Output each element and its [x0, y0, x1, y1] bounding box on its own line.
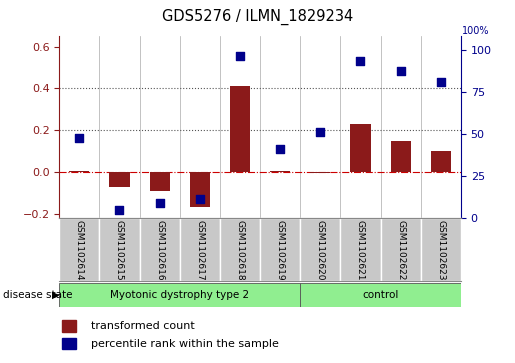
Point — [356, 58, 365, 64]
Text: GSM1102614: GSM1102614 — [75, 220, 84, 281]
Text: Myotonic dystrophy type 2: Myotonic dystrophy type 2 — [110, 290, 249, 300]
Text: GSM1102617: GSM1102617 — [195, 220, 204, 281]
Point — [115, 207, 124, 213]
FancyBboxPatch shape — [140, 218, 180, 281]
Text: percentile rank within the sample: percentile rank within the sample — [91, 339, 279, 348]
FancyBboxPatch shape — [421, 218, 461, 281]
FancyBboxPatch shape — [220, 218, 260, 281]
FancyBboxPatch shape — [59, 218, 99, 281]
Text: disease state: disease state — [3, 290, 72, 300]
FancyBboxPatch shape — [180, 218, 220, 281]
Point — [276, 146, 284, 152]
Bar — [431, 151, 451, 172]
Text: GSM1102616: GSM1102616 — [155, 220, 164, 281]
Point — [156, 200, 164, 205]
Bar — [270, 171, 290, 172]
Point — [236, 54, 244, 60]
FancyBboxPatch shape — [381, 218, 421, 281]
Bar — [109, 172, 129, 187]
Text: GDS5276 / ILMN_1829234: GDS5276 / ILMN_1829234 — [162, 9, 353, 25]
FancyBboxPatch shape — [300, 218, 340, 281]
Point — [316, 129, 324, 135]
Point — [437, 79, 445, 85]
Text: GSM1102615: GSM1102615 — [115, 220, 124, 281]
Bar — [230, 86, 250, 172]
Bar — [62, 320, 76, 331]
Bar — [69, 171, 89, 172]
Point — [397, 68, 405, 74]
FancyBboxPatch shape — [99, 218, 140, 281]
FancyBboxPatch shape — [340, 218, 381, 281]
Bar — [350, 124, 370, 172]
Bar — [190, 172, 210, 207]
Text: transformed count: transformed count — [91, 321, 195, 331]
Text: GSM1102619: GSM1102619 — [276, 220, 285, 281]
Text: GSM1102620: GSM1102620 — [316, 220, 325, 281]
FancyBboxPatch shape — [59, 283, 300, 307]
Point — [196, 196, 204, 202]
Text: GSM1102623: GSM1102623 — [436, 220, 445, 281]
Point — [75, 135, 83, 141]
FancyBboxPatch shape — [300, 283, 461, 307]
Text: 100%: 100% — [462, 26, 489, 36]
Bar — [149, 172, 169, 191]
Bar — [390, 140, 410, 172]
Text: GSM1102621: GSM1102621 — [356, 220, 365, 281]
Bar — [310, 172, 330, 173]
Bar — [62, 338, 76, 350]
Text: ▶: ▶ — [52, 290, 59, 300]
Text: control: control — [363, 290, 399, 300]
FancyBboxPatch shape — [260, 218, 300, 281]
Text: GSM1102618: GSM1102618 — [235, 220, 245, 281]
Text: GSM1102622: GSM1102622 — [396, 220, 405, 281]
